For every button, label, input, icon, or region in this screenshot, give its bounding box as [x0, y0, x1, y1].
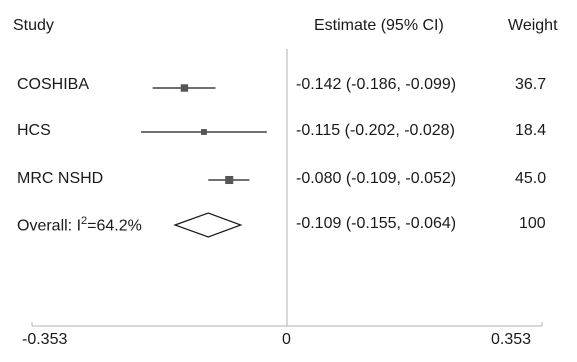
study-label: MRC NSHD	[17, 170, 104, 187]
point-estimate-marker	[225, 175, 234, 185]
overall-label-suffix: =64.2%	[87, 217, 142, 235]
weight-value: 100	[519, 215, 546, 232]
overall-label-superscript: 2	[81, 215, 88, 227]
overall-label-prefix: Overall: I	[17, 217, 82, 235]
weight-column-header: Weight	[508, 17, 558, 34]
weight-value: 45.0	[515, 170, 547, 187]
study-column-header: Study	[13, 17, 54, 34]
x-tick-label: 0	[282, 331, 291, 348]
x-tick-label: 0.353	[491, 331, 532, 348]
overall-label: Overall: I2=64.2%	[17, 215, 142, 235]
estimate-ci-text: -0.109 (-0.155, -0.064)	[296, 215, 457, 232]
estimate-ci-text: -0.080 (-0.109, -0.052)	[296, 170, 457, 187]
weight-value: 18.4	[515, 122, 547, 139]
point-estimate-marker	[200, 129, 207, 135]
overall-diamond	[173, 212, 243, 238]
study-label: HCS	[17, 122, 51, 139]
estimate-ci-text: -0.142 (-0.186, -0.099)	[296, 76, 457, 93]
estimate-ci-text: -0.115 (-0.202, -0.028)	[296, 122, 455, 139]
point-estimate-marker	[180, 84, 189, 92]
weight-value: 36.7	[515, 76, 547, 93]
x-tick-label: -0.353	[22, 331, 68, 348]
estimate-column-header: Estimate (95% CI)	[314, 17, 444, 34]
study-label: COSHIBA	[17, 76, 90, 93]
